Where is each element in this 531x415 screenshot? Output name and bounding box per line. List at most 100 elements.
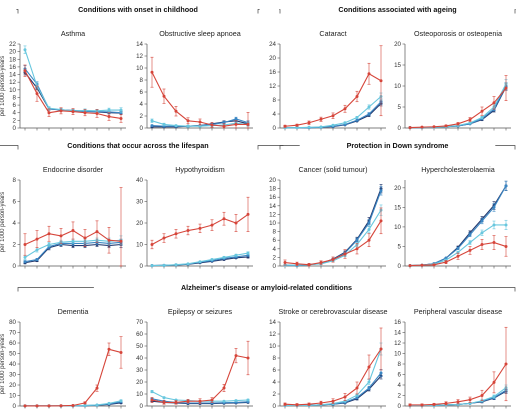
- panel-title: Asthma: [61, 29, 85, 38]
- data-point: [456, 400, 460, 404]
- data-point: [319, 125, 323, 129]
- group-header: Conditions with onset in childhood: [16, 5, 260, 14]
- data-point: [307, 125, 311, 129]
- y-tick-label: 30: [136, 367, 143, 374]
- series-lightblue: [283, 92, 383, 130]
- series-lightblue: [150, 251, 250, 268]
- series-line: [25, 348, 122, 407]
- data-point: [480, 219, 484, 223]
- bracket-right: [495, 145, 516, 150]
- data-point: [23, 243, 27, 246]
- data-point: [83, 236, 87, 240]
- data-point: [222, 399, 226, 403]
- y-tick-label: 0: [398, 263, 402, 270]
- y-tick-label: 16: [394, 319, 401, 326]
- data-point: [408, 126, 412, 130]
- y-tick-label: 0: [13, 125, 17, 132]
- data-point: [95, 111, 99, 115]
- y-tick-label: 12: [269, 331, 276, 338]
- y-tick-label: 10: [136, 65, 143, 72]
- y-tick-label: 40: [136, 177, 143, 184]
- y-tick-label: 4: [273, 246, 277, 253]
- data-point: [367, 105, 371, 109]
- data-point: [355, 393, 359, 397]
- y-tick-label: 16: [269, 69, 276, 76]
- bracket-left: [279, 145, 300, 150]
- data-point: [444, 260, 448, 264]
- panel-title: Epilepsy or seizures: [168, 307, 233, 316]
- data-point: [408, 264, 412, 268]
- chart-panel: Hypercholesterolaemia 0 5 10 15 20: [394, 165, 511, 270]
- data-point: [150, 124, 154, 128]
- y-tick-label: 18: [9, 56, 16, 63]
- y-tick-label: 22: [9, 41, 16, 48]
- data-point: [367, 72, 371, 76]
- data-point: [331, 258, 335, 262]
- data-point: [408, 403, 412, 407]
- y-tick-label: 14: [269, 203, 276, 210]
- data-point: [444, 124, 448, 128]
- data-point: [107, 347, 111, 351]
- data-point: [504, 86, 508, 90]
- y-tick-label: 14: [136, 41, 143, 48]
- series-line: [410, 83, 507, 129]
- data-point: [210, 398, 214, 402]
- y-tick-label: 0: [398, 403, 402, 410]
- y-tick-label: 40: [136, 355, 143, 362]
- y-tick-label: 30: [136, 199, 143, 206]
- group-header: Conditions that occur across the lifespa…: [0, 141, 284, 150]
- data-point: [162, 396, 166, 400]
- y-tick-label: 30: [9, 372, 16, 379]
- y-tick-label: 60: [136, 331, 143, 338]
- y-tick-label: 50: [136, 343, 143, 350]
- data-point: [234, 354, 238, 358]
- y-tick-label: 6: [273, 367, 277, 374]
- panel-title: Hypercholesterolaemia: [421, 165, 495, 174]
- data-point: [71, 229, 75, 233]
- group-title: Alzheimer's disease or amyloid-related c…: [181, 283, 352, 292]
- data-point: [432, 125, 436, 129]
- data-point: [23, 48, 27, 52]
- data-point: [119, 116, 123, 120]
- y-tick-label: 20: [9, 49, 16, 56]
- panel-title: Obstructive sleep apnoea: [159, 29, 241, 38]
- data-point: [83, 111, 87, 115]
- y-tick-label: 20: [269, 55, 276, 62]
- data-point: [107, 115, 111, 119]
- data-point: [355, 396, 359, 400]
- data-point: [456, 254, 460, 258]
- y-tick-label: 4: [140, 101, 144, 108]
- panel-title: Peripheral vascular disease: [414, 307, 502, 316]
- y-tick-label: 10: [136, 242, 143, 249]
- series-red: [23, 64, 123, 123]
- data-point: [355, 116, 359, 119]
- series-red: [408, 75, 508, 130]
- data-point: [35, 248, 39, 252]
- panel-title: Stroke or cerebrovascular disease: [278, 307, 387, 316]
- bracket-left: [279, 9, 281, 14]
- data-point: [198, 260, 202, 264]
- series-red: [283, 207, 383, 267]
- y-tick-label: 10: [269, 220, 276, 227]
- data-point: [480, 116, 484, 119]
- data-point: [162, 400, 166, 404]
- y-tick-label: 0: [13, 403, 17, 410]
- y-tick-label: 80: [9, 319, 16, 326]
- y-tick-label: 4: [273, 111, 277, 118]
- y-tick-label: 0: [398, 125, 402, 132]
- data-point: [150, 264, 154, 268]
- series-red: [150, 56, 250, 129]
- data-point: [186, 119, 190, 123]
- data-point: [379, 347, 383, 351]
- data-point: [504, 362, 508, 366]
- chart-panel: Cataract 0 4 8 12 16 20 24: [269, 29, 386, 132]
- data-point: [95, 230, 99, 234]
- data-point: [119, 111, 123, 115]
- data-point: [107, 238, 111, 242]
- data-point: [355, 118, 359, 122]
- data-point: [71, 110, 75, 114]
- series-red: [283, 45, 383, 128]
- data-point: [379, 189, 383, 193]
- y-tick-label: 4: [13, 220, 17, 227]
